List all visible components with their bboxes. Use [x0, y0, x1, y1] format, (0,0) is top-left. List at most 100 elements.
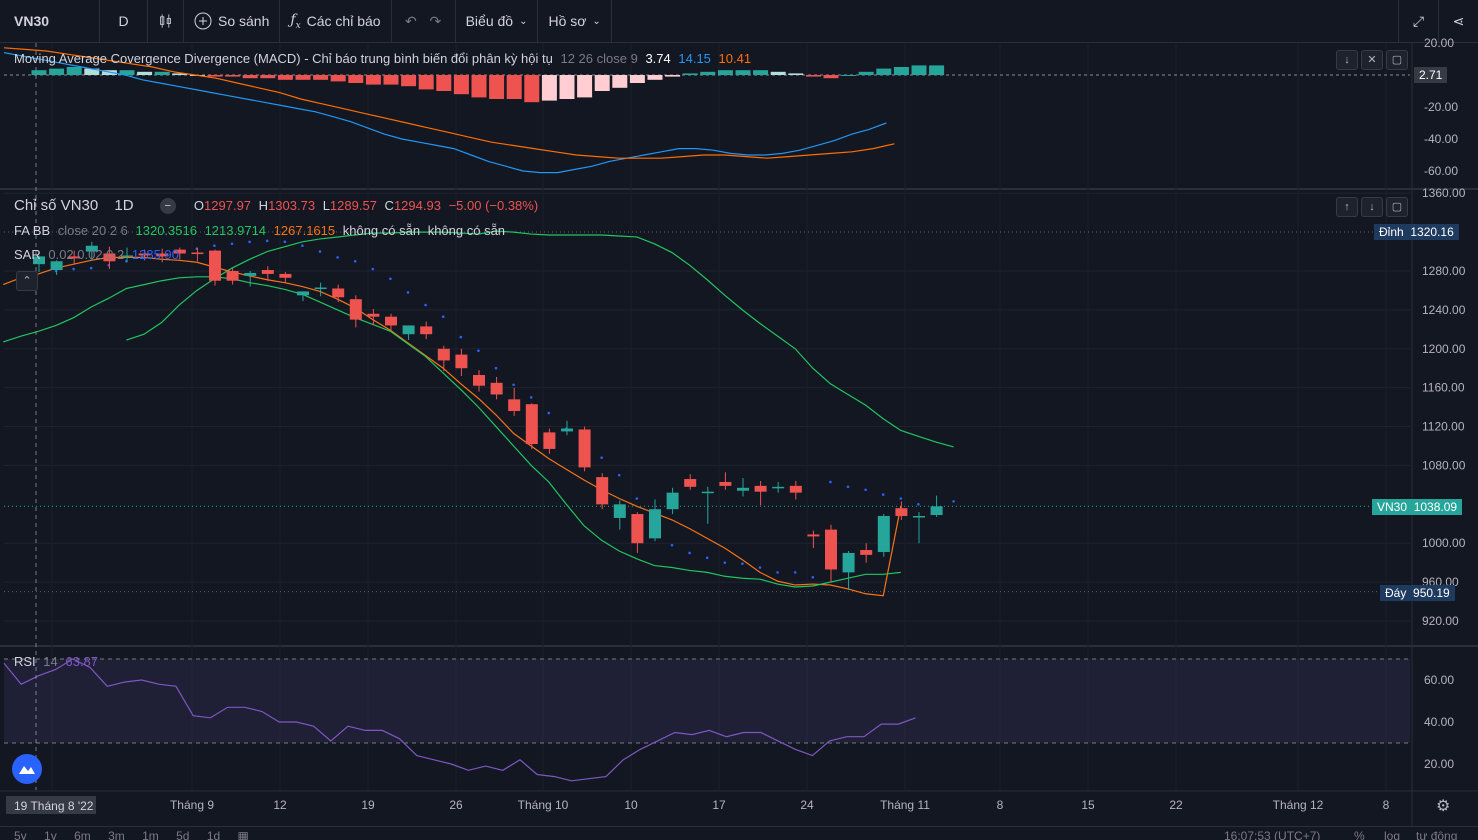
time-tick-label: Tháng 10: [518, 798, 569, 812]
candle-body: [385, 316, 397, 326]
candle-body: [437, 348, 450, 361]
sar-dot: [758, 566, 762, 569]
rsi-line: [3, 658, 916, 782]
candle-body: [297, 291, 309, 296]
candle-body: [209, 250, 221, 281]
settings-gear-icon[interactable]: ⚙: [1436, 798, 1451, 815]
macd-hist-bar: [348, 75, 364, 83]
time-tick-label: 8: [1383, 798, 1390, 812]
candle-body: [913, 516, 925, 518]
candle-body: [649, 509, 661, 539]
auto-toggle[interactable]: tự động: [1416, 829, 1458, 840]
percent-toggle[interactable]: %: [1354, 829, 1365, 840]
sar-dot: [899, 497, 903, 500]
rsi-band-fill: [4, 659, 1410, 743]
macd-hist-bar: [559, 75, 575, 99]
macd-legend: Moving Average Covergence Divergence (MA…: [14, 51, 755, 66]
sar-dot: [248, 240, 251, 244]
time-tick-label: Tháng 11: [880, 798, 930, 812]
main-pane-down-button[interactable]: ↓: [1361, 197, 1383, 217]
sar-dot: [336, 256, 339, 259]
range-5y[interactable]: 5y: [14, 829, 27, 840]
sar-label: SAR: [14, 247, 41, 262]
candle-style-button[interactable]: [148, 0, 184, 42]
main-pane-maximize-button[interactable]: ▢: [1386, 197, 1408, 217]
chart-menu-button[interactable]: Biểu đồ ⌄: [456, 0, 539, 42]
sar-dot: [934, 506, 938, 510]
share-button[interactable]: ⋖: [1438, 0, 1478, 42]
interval-button[interactable]: D: [100, 0, 148, 42]
time-tick-label: 17: [712, 798, 726, 812]
top-toolbar: VN30 D So sánh ƒx Các chỉ báo ↶ ↷ Biểu đ…: [0, 0, 1478, 43]
pane-close-button[interactable]: ✕: [1361, 50, 1383, 70]
candle-body: [596, 477, 609, 505]
undo-icon[interactable]: ↶: [404, 12, 417, 29]
time-tick-label: 8: [997, 798, 1004, 812]
main-pane-up-button[interactable]: ↑: [1336, 197, 1358, 217]
range-1y[interactable]: 1y: [44, 829, 57, 840]
main-legend: Chỉ số VN30 1D − O1297.97 H1303.73 L1289…: [14, 197, 546, 215]
price-tick-label: 1080.00: [1422, 458, 1466, 472]
symbol-label: VN30: [14, 13, 50, 29]
sar-dot: [283, 240, 287, 244]
candle-body: [314, 287, 327, 290]
arrow-down-icon: ↓: [1369, 201, 1375, 213]
sar-dot: [582, 440, 586, 444]
sar-dot: [371, 267, 375, 271]
sar-dot: [459, 335, 463, 339]
plus-circle-icon: [194, 12, 212, 30]
profile-menu-button[interactable]: Hồ sơ ⌄: [538, 0, 612, 42]
trough-price-box: Đáy 950.19: [1380, 585, 1455, 601]
maximize-icon: ▢: [1391, 201, 1403, 213]
range-1d[interactable]: 1d: [206, 829, 221, 840]
rsi-length: 14: [43, 654, 58, 669]
redo-icon[interactable]: ↷: [429, 12, 442, 29]
candle-body: [473, 375, 485, 386]
candle-body: [543, 432, 556, 449]
macd-hist-bar: [101, 70, 117, 75]
indicators-label: Các chỉ báo: [306, 13, 381, 29]
pane-down-button[interactable]: ↓: [1336, 50, 1358, 70]
hide-legend-icon[interactable]: −: [159, 198, 176, 215]
range-5d[interactable]: 5d: [176, 829, 190, 840]
peak-label: Đỉnh: [1379, 225, 1404, 239]
fullscreen-button[interactable]: ⤢: [1398, 0, 1438, 42]
candle-body: [613, 504, 626, 518]
indicators-button[interactable]: ƒx Các chỉ báo: [280, 0, 392, 42]
macd-hist-value: 3.74: [645, 51, 671, 66]
sar-value: 1285.90: [131, 247, 179, 262]
ohlc-o: 1297.97: [204, 198, 252, 213]
candle-body: [490, 382, 503, 395]
bb-na-1: không có sẵn: [342, 223, 421, 238]
sar-dot: [723, 561, 727, 564]
macd-hist-bar: [137, 71, 153, 75]
sar-dot: [230, 242, 234, 246]
rsi-tick-label: 20.00: [1424, 757, 1454, 771]
range-3m[interactable]: 3m: [108, 829, 125, 840]
chevron-up-icon: ⌃: [22, 275, 32, 287]
log-toggle[interactable]: log: [1384, 829, 1401, 840]
range-6m[interactable]: 6m: [74, 829, 91, 840]
macd-hist-bar: [682, 73, 698, 75]
symbol-button[interactable]: VN30: [0, 0, 100, 42]
sar-dot: [512, 383, 515, 387]
candle-body: [666, 492, 679, 510]
pane-maximize-button[interactable]: ▢: [1386, 50, 1408, 70]
macd-current-value: 2.71: [1419, 68, 1443, 82]
sar-dot: [670, 543, 674, 547]
compare-button[interactable]: So sánh: [184, 0, 281, 42]
calendar-icon[interactable]: ▦: [237, 829, 249, 840]
range-1m[interactable]: 1m: [142, 829, 159, 840]
candle-body: [737, 487, 749, 491]
collapse-legend-button[interactable]: ⌃: [16, 271, 38, 291]
macd-hist-bar: [31, 70, 47, 75]
rsi-label: RSI: [14, 654, 36, 669]
time-tick-label: 19: [361, 798, 375, 812]
sar-dot: [441, 315, 445, 318]
tradingview-logo-icon[interactable]: [12, 754, 42, 784]
interval-label: D: [118, 13, 129, 29]
sar-dot: [846, 485, 850, 489]
trough-value: 950.19: [1413, 586, 1450, 600]
macd-hist-bar: [313, 75, 329, 80]
